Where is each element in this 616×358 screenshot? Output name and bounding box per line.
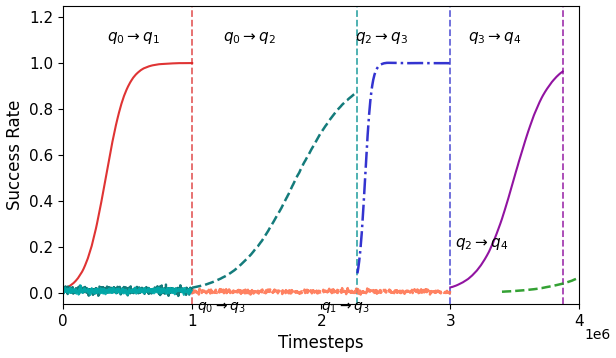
Text: $q_0 \rightarrow q_2$: $q_0 \rightarrow q_2$ xyxy=(223,30,276,46)
Y-axis label: Success Rate: Success Rate xyxy=(6,100,23,210)
X-axis label: Timesteps: Timesteps xyxy=(278,334,364,352)
Text: $q_2 \rightarrow q_3$: $q_2 \rightarrow q_3$ xyxy=(355,30,408,46)
Text: $q_1 \rightarrow q_3$: $q_1 \rightarrow q_3$ xyxy=(322,300,370,315)
Text: $q_0 \rightarrow q_3$: $q_0 \rightarrow q_3$ xyxy=(197,300,246,315)
Text: $q_2 \rightarrow q_4$: $q_2 \rightarrow q_4$ xyxy=(455,236,509,252)
Text: 1e6: 1e6 xyxy=(585,328,611,342)
Text: $q_0 \rightarrow q_1$: $q_0 \rightarrow q_1$ xyxy=(107,30,160,46)
Text: $q_3 \rightarrow q_4$: $q_3 \rightarrow q_4$ xyxy=(468,30,522,46)
